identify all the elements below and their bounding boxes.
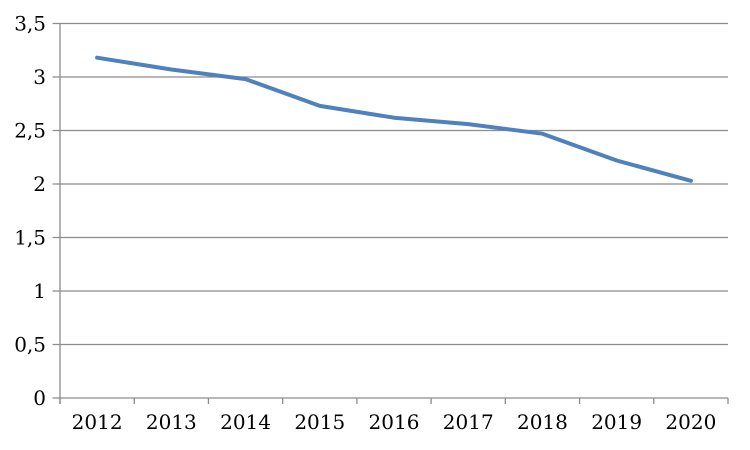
x-axis-tick-label: 2014 bbox=[220, 410, 271, 434]
data-series-line bbox=[95, 55, 693, 183]
y-axis-tick-label: 1 bbox=[33, 279, 46, 303]
x-axis-tick-label: 2012 bbox=[72, 410, 123, 434]
x-axis-tick-label: 2016 bbox=[369, 410, 420, 434]
y-axis-tick-label: 1,5 bbox=[14, 226, 46, 250]
x-axis-tick-label: 2017 bbox=[443, 410, 494, 434]
y-axis-tick-label: 3,5 bbox=[14, 12, 46, 36]
y-axis-tick-label: 2 bbox=[33, 172, 46, 196]
x-axis-tick-label: 2020 bbox=[665, 410, 716, 434]
x-axis-tick-label: 2019 bbox=[591, 410, 642, 434]
y-axis-tick-label: 0 bbox=[33, 386, 46, 410]
x-axis-tick-label: 2015 bbox=[294, 410, 345, 434]
y-axis-tick-label: 2,5 bbox=[14, 119, 46, 143]
y-axis-tick-label: 0,5 bbox=[14, 333, 46, 357]
x-axis-tick-label: 2018 bbox=[517, 410, 568, 434]
x-axis-tick-label: 2013 bbox=[146, 410, 197, 434]
y-axis-tick-label: 3 bbox=[33, 65, 46, 89]
